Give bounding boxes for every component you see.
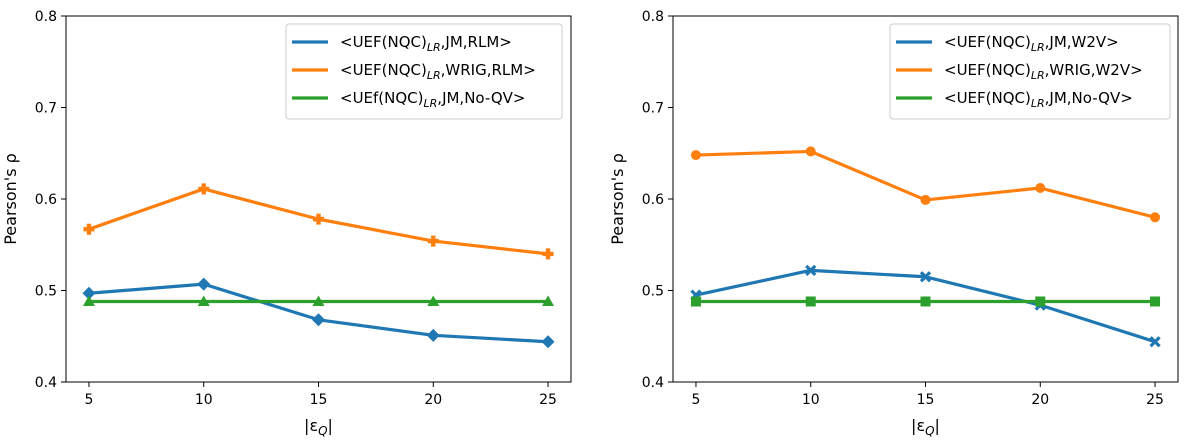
legend-entry: <UEF(NQC)LR,WRIG,W2V> xyxy=(944,61,1143,82)
data-point xyxy=(427,235,439,247)
x-tick-label: 15 xyxy=(917,392,935,408)
data-point xyxy=(541,335,555,349)
x-tick-label: 20 xyxy=(1031,392,1049,408)
data-point xyxy=(312,313,325,327)
y-tick-label: 0.7 xyxy=(642,101,664,117)
x-axis-label: |εQ| xyxy=(911,416,940,438)
y-axis-label: Pearson's ρ xyxy=(1,153,20,245)
legend-entry: <UEF(NQC)LR,JM,RLM> xyxy=(340,33,512,54)
data-point xyxy=(542,295,555,306)
x-tick-label: 25 xyxy=(1146,392,1164,408)
data-point xyxy=(920,296,931,307)
legend-entry: <UEF(NQC)LR,WRIG,RLM> xyxy=(340,61,536,82)
data-point xyxy=(805,296,816,307)
data-point xyxy=(1035,183,1046,194)
series-2 xyxy=(690,296,1161,307)
data-point xyxy=(805,264,817,277)
y-tick-label: 0.7 xyxy=(35,101,57,117)
series-line xyxy=(88,282,549,344)
y-tick-label: 0.8 xyxy=(642,9,664,25)
series-2 xyxy=(82,295,555,306)
data-point xyxy=(197,295,210,306)
data-point xyxy=(1035,296,1046,307)
x-tick-label: 10 xyxy=(195,392,213,408)
x-tick-label: 25 xyxy=(539,392,557,408)
data-point xyxy=(690,150,701,161)
legend: <UEF(NQC)LR,JM,RLM> <UEF(NQC)LR,WRIG,RLM>… xyxy=(285,23,563,120)
data-point xyxy=(82,286,96,300)
y-tick-label: 0.4 xyxy=(642,375,664,391)
x-tick-label: 15 xyxy=(310,392,328,408)
y-tick-label: 0.6 xyxy=(642,192,664,208)
data-point xyxy=(1150,296,1161,307)
data-point xyxy=(312,295,325,306)
data-point xyxy=(690,296,701,307)
y-tick-label: 0.8 xyxy=(35,9,57,25)
series-line xyxy=(695,149,1156,219)
data-point xyxy=(83,223,95,235)
y-tick-label: 0.6 xyxy=(35,192,57,208)
y-tick-label: 0.5 xyxy=(35,284,57,300)
x-tick-label: 5 xyxy=(691,392,700,408)
x-tick-label: 10 xyxy=(802,392,820,408)
series-1 xyxy=(83,183,554,260)
data-point xyxy=(426,328,440,342)
left-chart: 0.4 0.5 0.6 0.7 0.8 5 10 15 20 25 |εQ| Pearson's ρ <… xyxy=(1,9,572,438)
data-point xyxy=(82,295,95,306)
y-tick-label: 0.4 xyxy=(35,375,57,391)
series-0 xyxy=(82,277,555,349)
legend-box xyxy=(889,23,1171,120)
legend-entry: <UEF(NQC)LR,JM,W2V> xyxy=(944,33,1119,54)
data-point xyxy=(427,295,440,306)
legend: <UEF(NQC)LR,JM,W2V> <UEF(NQC)LR,WRIG,W2V>… xyxy=(889,23,1171,120)
legend-box xyxy=(285,23,563,120)
y-axis-label: Pearson's ρ xyxy=(608,153,627,245)
series-1 xyxy=(690,146,1161,223)
data-point xyxy=(1150,212,1161,223)
x-tick-label: 20 xyxy=(424,392,442,408)
data-point xyxy=(805,146,816,157)
data-point xyxy=(1149,336,1161,348)
data-point xyxy=(542,248,554,260)
x-tick-label: 5 xyxy=(84,392,93,408)
right-chart: 0.4 0.5 0.6 0.7 0.8 5 10 15 20 25 |εQ| Pearson's ρ <… xyxy=(608,9,1179,438)
data-point xyxy=(198,183,210,195)
data-point xyxy=(313,213,324,225)
y-tick-label: 0.5 xyxy=(642,284,664,300)
data-point xyxy=(197,277,211,291)
data-point xyxy=(919,271,932,283)
legend-entry: <UEf(NQC)LR,JM,No-QV> xyxy=(340,89,525,110)
x-axis-label: |εQ| xyxy=(304,416,333,438)
data-point xyxy=(920,194,931,205)
legend-entry: <UEF(NQC)LR,JM,No-QV> xyxy=(944,89,1133,110)
